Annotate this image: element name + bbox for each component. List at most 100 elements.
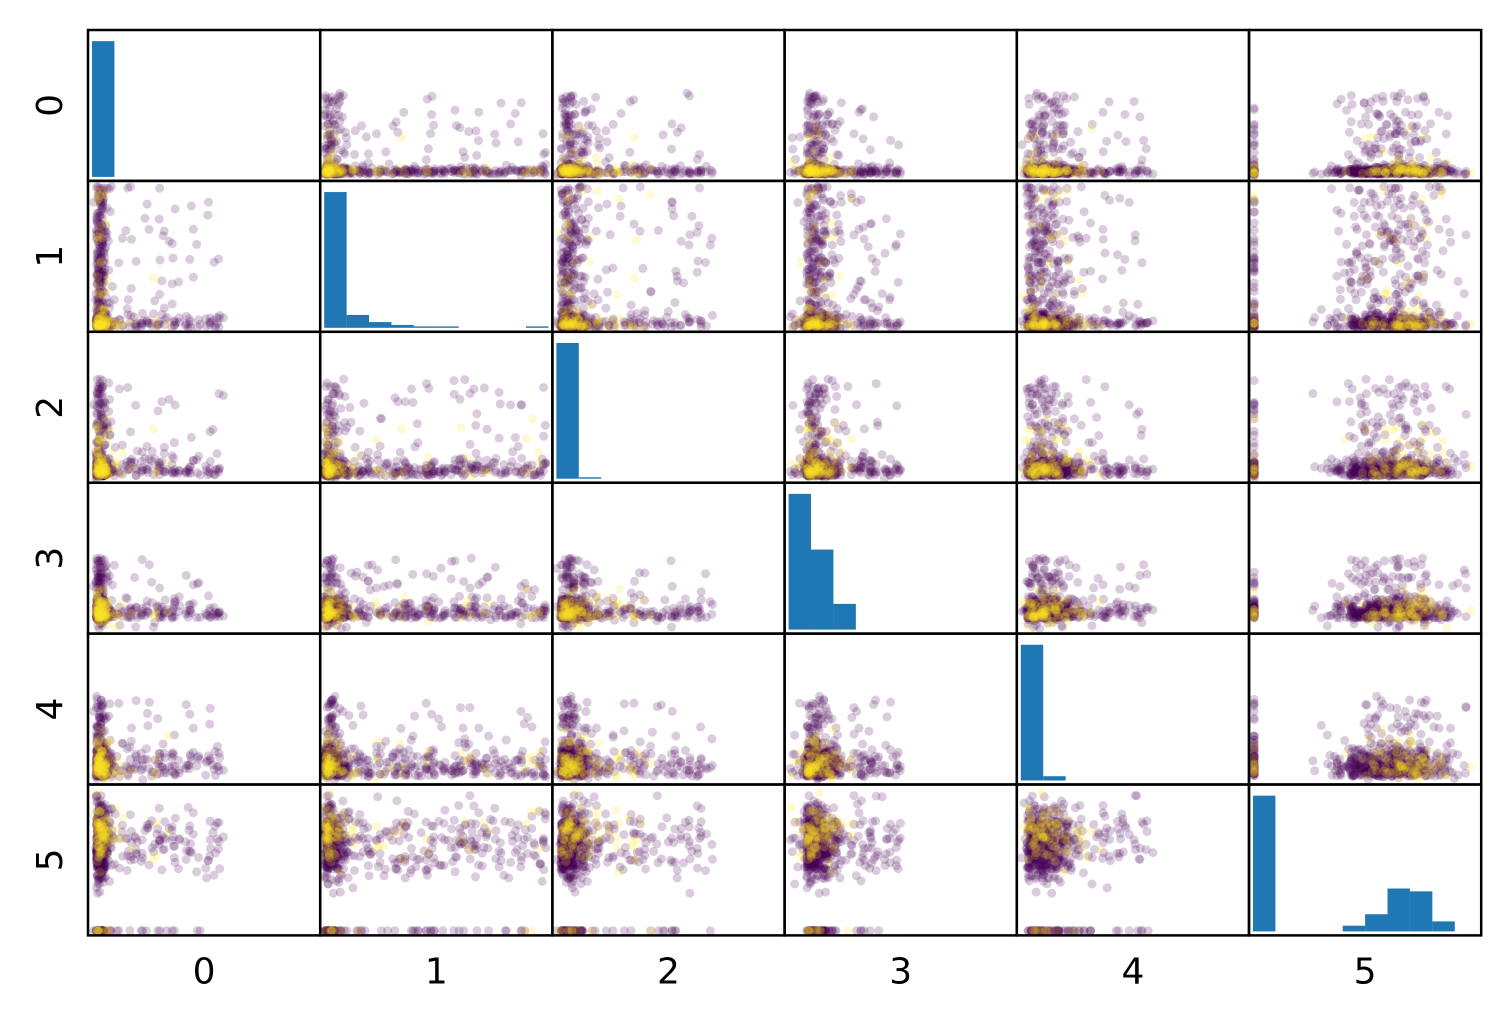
scatter-point (143, 200, 152, 209)
scatter-point (564, 234, 573, 243)
scatter-point (592, 159, 601, 168)
scatter-point (632, 169, 641, 178)
scatter-point (886, 136, 895, 145)
scatter-point (1405, 124, 1414, 133)
scatter-point (1250, 130, 1259, 139)
scatter-point (837, 98, 846, 107)
scatter-point (574, 166, 583, 175)
scatter-point (1394, 154, 1403, 163)
scatter-point (157, 276, 166, 285)
scatter-point (100, 305, 109, 314)
scatter-point (686, 230, 695, 239)
scatter-point (1342, 106, 1351, 115)
scatter-point (206, 321, 215, 330)
scatter-point (667, 145, 676, 154)
scatter-point (1018, 140, 1027, 149)
scatter-point (321, 168, 330, 177)
scatter-point (564, 221, 573, 230)
histogram-bar-1-5 (436, 326, 458, 327)
scatter-point (451, 106, 460, 115)
scatter-point (1443, 111, 1452, 120)
scatter-point (1250, 148, 1259, 157)
scatter-point (1442, 130, 1451, 139)
scatter-point (165, 237, 174, 246)
scatter-point (673, 276, 682, 285)
scatter-point (577, 124, 586, 133)
scatter-point (350, 150, 359, 159)
scatter-point (1074, 127, 1083, 136)
scatter-point (203, 211, 212, 220)
scatter-point (594, 203, 603, 212)
scatter-point (788, 145, 797, 154)
scatter-point (1078, 161, 1087, 170)
scatter-point (654, 226, 663, 235)
scatter-point (423, 95, 432, 104)
scatter-point (1062, 94, 1071, 103)
scatter-point (336, 93, 345, 102)
scatter-point (1382, 121, 1391, 130)
panel-1-2 (552, 181, 785, 332)
scatter-point (118, 234, 127, 243)
scatter-point (640, 310, 649, 319)
scatter-point (1048, 109, 1057, 118)
panel-0-5 (1249, 30, 1481, 181)
scatter-point (557, 275, 566, 284)
scatter-point (630, 274, 639, 283)
scatter-point (585, 232, 594, 241)
scatter-point (681, 310, 690, 319)
scatter-point (636, 183, 645, 192)
scatter-point (881, 249, 890, 258)
scatter-point (102, 285, 111, 294)
scatter-point (160, 227, 169, 236)
scatter-point (815, 110, 824, 119)
scatter-point (685, 91, 694, 100)
scatter-point (511, 109, 520, 118)
scatter-point (885, 158, 894, 167)
scatter-point (189, 225, 198, 234)
scatter-point (706, 166, 715, 175)
scatter-point (695, 150, 704, 159)
scatter-point (567, 289, 576, 298)
scatter-point (568, 244, 577, 253)
scatter-point (788, 133, 797, 142)
scatter-point (1060, 169, 1069, 178)
scatter-point (1396, 166, 1405, 175)
scatter-point (829, 137, 838, 146)
scatter-point (496, 168, 505, 177)
scatter-point (1361, 133, 1370, 142)
scatter-point (322, 131, 331, 140)
scatter-point (1438, 167, 1447, 176)
scatter-point (613, 290, 622, 299)
scatter-point (595, 169, 604, 178)
scatter-point (804, 133, 813, 142)
scatter-point (1027, 169, 1036, 178)
scatter-point (708, 311, 717, 320)
scatter-point (429, 121, 438, 130)
scatter-point (556, 318, 565, 327)
panel-frame-1-1 (320, 181, 552, 332)
scatter-point (681, 166, 690, 175)
scatter-point (127, 284, 136, 293)
scatter-point (351, 126, 360, 135)
scatter-point (392, 117, 401, 126)
scatter-point (474, 108, 483, 117)
scatter-point (504, 166, 513, 175)
scatter-point (574, 315, 583, 324)
scatter-point (864, 167, 873, 176)
scatter-point (577, 283, 586, 292)
histogram-bar-1-0 (324, 192, 346, 328)
scatter-point (124, 295, 133, 304)
scatter-point (562, 169, 571, 178)
scatter-point (94, 195, 103, 204)
scatter-point (362, 132, 371, 141)
scatter-point (627, 301, 636, 310)
scatter-point (1102, 137, 1111, 146)
scatter-point (808, 93, 817, 102)
scatter-point (626, 97, 635, 106)
scatter-point (577, 272, 586, 281)
scatter-point (186, 317, 195, 326)
histogram-bar-1-2 (369, 322, 391, 328)
scatter-point (372, 129, 381, 138)
scatter-point (580, 323, 589, 332)
scatter-point (1347, 117, 1356, 126)
